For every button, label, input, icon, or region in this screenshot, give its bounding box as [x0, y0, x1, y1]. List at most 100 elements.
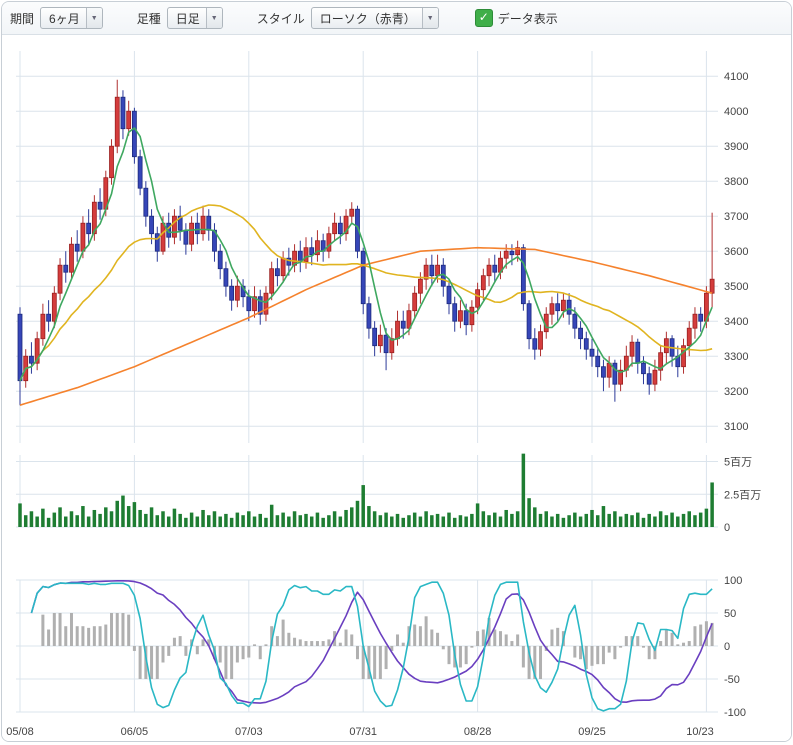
checkbox-checked-icon: ✓ — [474, 9, 493, 27]
candle — [458, 310, 463, 322]
data-display-label: データ表示 — [497, 11, 558, 26]
svg-text:0: 0 — [724, 522, 730, 534]
candle — [143, 187, 149, 217]
style-value: ローソク（赤青） — [319, 12, 416, 26]
candle — [269, 268, 275, 294]
candle — [200, 215, 206, 235]
candle — [601, 366, 606, 378]
svg-text:-50: -50 — [724, 674, 740, 686]
toolbar: 期間 6ヶ月 ▼ 足種 日足 ▼ スタイル ローソク（赤青） ▼ ✓ データ表示 — [2, 2, 791, 35]
candle — [86, 222, 92, 235]
candle-type-dropdown[interactable]: 日足 ▼ — [166, 7, 223, 29]
svg-text:3100: 3100 — [724, 421, 748, 433]
style-dropdown[interactable]: ローソク（赤青） ▼ — [310, 7, 439, 29]
svg-text:3700: 3700 — [724, 211, 748, 223]
candle — [194, 222, 200, 235]
candle — [51, 292, 57, 322]
period-label: 期間 — [10, 11, 35, 26]
candle — [383, 334, 389, 354]
svg-text:07/31: 07/31 — [349, 726, 377, 738]
candle — [698, 313, 704, 322]
candle — [486, 264, 492, 277]
candle — [412, 292, 418, 312]
candle — [109, 145, 114, 179]
candle — [46, 313, 51, 322]
candle — [692, 313, 698, 329]
candle — [274, 268, 280, 277]
candle — [435, 264, 440, 277]
candle — [246, 296, 252, 312]
candle — [561, 299, 566, 312]
candle — [566, 299, 572, 315]
candle — [509, 250, 515, 256]
svg-text:09/25: 09/25 — [578, 726, 606, 738]
svg-text:08/28: 08/28 — [464, 726, 492, 738]
svg-text:100: 100 — [724, 575, 742, 587]
candle — [515, 247, 521, 256]
candle — [74, 243, 80, 252]
candle — [446, 285, 452, 305]
candle — [57, 264, 63, 294]
candle — [309, 247, 315, 256]
axis-labels: 4100 4000 3900 3800 3700 3600 3500 3400 3300 3200… — [6, 71, 761, 738]
candle — [492, 264, 498, 273]
candle — [475, 289, 481, 308]
oscillator-layer — [30, 579, 714, 712]
oscillator-fast-line — [30, 581, 713, 712]
svg-text:3500: 3500 — [724, 281, 748, 293]
candle — [217, 250, 223, 270]
candle — [429, 264, 435, 277]
candle — [257, 296, 263, 315]
svg-text:-100: -100 — [724, 707, 746, 719]
candle — [160, 222, 166, 252]
candle — [349, 208, 355, 217]
candle — [658, 352, 664, 371]
svg-text:3200: 3200 — [724, 386, 748, 398]
candle — [189, 222, 195, 245]
candle — [555, 303, 561, 312]
data-display-checkbox[interactable]: ✓ データ表示 — [474, 9, 558, 27]
ma-mid-line — [19, 204, 713, 382]
candle — [463, 310, 469, 326]
candle — [612, 362, 618, 385]
candle — [469, 306, 475, 326]
candle — [452, 303, 458, 322]
candle — [652, 369, 658, 385]
volume-layer — [18, 453, 714, 527]
candle — [520, 247, 526, 305]
candle — [635, 341, 641, 364]
candle — [263, 292, 269, 315]
candle — [417, 278, 423, 294]
svg-text:2.5百万: 2.5百万 — [724, 489, 761, 501]
candle — [131, 110, 137, 158]
candle — [423, 264, 429, 280]
candle — [395, 320, 400, 340]
candle — [29, 355, 34, 364]
period-dropdown[interactable]: 6ヶ月 ▼ — [40, 7, 103, 29]
candle — [583, 338, 589, 350]
svg-text:3800: 3800 — [724, 176, 748, 188]
candle — [177, 215, 183, 231]
candle — [595, 355, 601, 368]
ma-long-line — [19, 246, 713, 406]
candle — [17, 313, 23, 382]
candle — [549, 303, 555, 315]
candle — [40, 313, 46, 340]
candle-type-value: 日足 — [175, 12, 200, 26]
candle — [681, 345, 686, 368]
candle — [578, 327, 583, 340]
candle — [389, 338, 395, 354]
candle — [97, 201, 103, 210]
candle — [69, 243, 74, 273]
candle — [377, 334, 383, 347]
moving-averages-layer — [19, 127, 713, 406]
candle — [126, 110, 132, 130]
candle — [480, 275, 486, 291]
candle — [360, 250, 366, 305]
candle — [538, 331, 543, 350]
svg-text:05/08: 05/08 — [6, 726, 34, 738]
candle — [400, 320, 406, 329]
candle — [343, 215, 349, 235]
candle — [503, 250, 509, 259]
